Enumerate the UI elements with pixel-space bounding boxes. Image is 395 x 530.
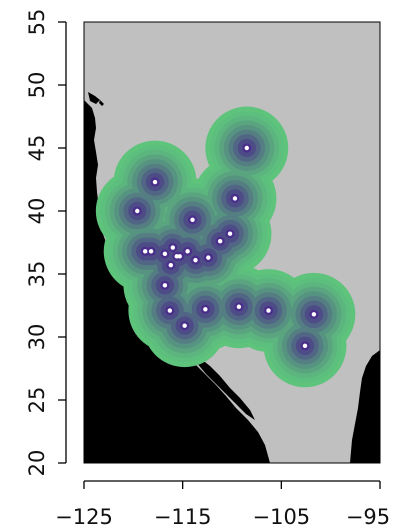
observation-point-4 — [190, 217, 195, 223]
observation-point-20 — [182, 323, 187, 328]
y-tick-label-55: 55 — [25, 9, 49, 36]
observation-point-8 — [206, 255, 211, 260]
x-tick-label-3: −95 — [346, 505, 390, 529]
y-tick-label-45: 45 — [25, 135, 49, 162]
observation-point-25 — [177, 254, 182, 259]
observation-point-1 — [244, 145, 249, 151]
observation-point-13 — [162, 251, 168, 257]
observation-point-9 — [193, 257, 198, 263]
observation-point-16 — [168, 262, 174, 268]
y-axis-ticks: 20 25 30 35 40 45 50 55 — [25, 9, 66, 477]
map-panel — [84, 22, 380, 463]
observation-point-19 — [203, 307, 208, 312]
observation-point-6 — [227, 231, 233, 236]
y-tick-label-30: 30 — [25, 324, 49, 351]
observation-point-21 — [236, 304, 242, 309]
y-tick-label-50: 50 — [25, 72, 49, 99]
gulf-of-mexico — [350, 350, 380, 463]
observation-point-3 — [135, 208, 140, 214]
y-tick-label-25: 25 — [25, 387, 49, 414]
y-tick-label-40: 40 — [25, 198, 49, 225]
observation-point-17 — [162, 283, 168, 288]
x-tick-label-2: −105 — [252, 505, 310, 529]
observation-point-7 — [217, 239, 223, 244]
x-axis-ticks: −125 −115 −105 −95 — [55, 481, 390, 529]
observation-point-2 — [152, 179, 158, 185]
map-axes — [65, 22, 380, 482]
observation-point-10 — [185, 249, 190, 254]
plot-border — [83, 21, 381, 464]
x-tick-label-0: −125 — [55, 505, 113, 529]
y-tick-label-35: 35 — [25, 261, 49, 288]
observation-point-15 — [142, 249, 148, 254]
observation-point-14 — [148, 249, 154, 254]
observation-point-18 — [167, 308, 173, 313]
observation-point-5 — [232, 196, 238, 201]
pacific-ocean — [84, 22, 270, 463]
y-tick-label-20: 20 — [25, 450, 49, 477]
canada-coast-islands — [84, 92, 104, 120]
observation-point-12 — [170, 245, 175, 250]
x-tick-label-1: −115 — [154, 505, 212, 529]
observation-point-22 — [266, 308, 271, 313]
observation-point-24 — [302, 343, 308, 349]
observation-point-23 — [311, 312, 317, 317]
observation-points — [135, 145, 317, 349]
